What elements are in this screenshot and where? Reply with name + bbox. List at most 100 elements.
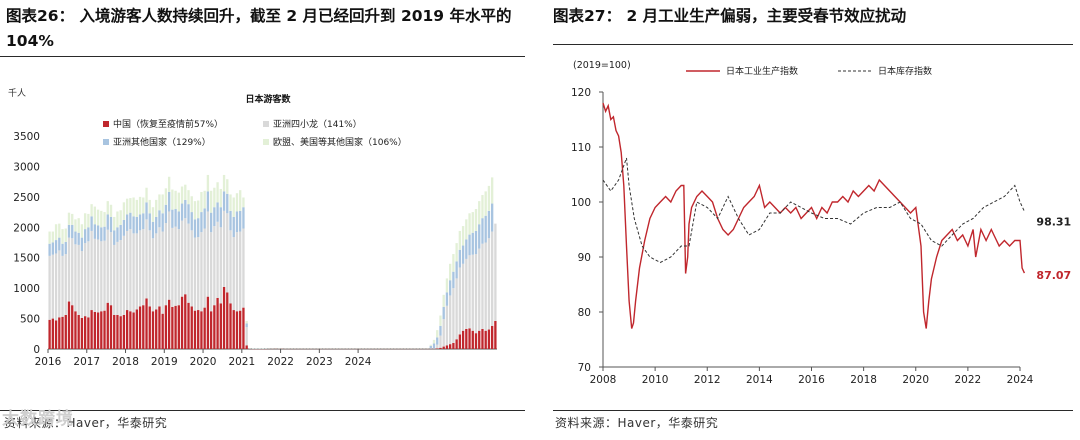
bar-segment xyxy=(119,210,122,225)
bar-segment xyxy=(80,317,84,349)
bar-segment xyxy=(71,238,74,306)
bar-segment xyxy=(138,196,142,215)
bar-segment xyxy=(96,312,100,349)
bar-segment xyxy=(232,197,235,217)
bar-segment xyxy=(174,305,177,349)
bar-segment xyxy=(206,296,210,349)
x-tick-label: 2022 xyxy=(267,356,294,368)
bar-segment xyxy=(213,187,216,208)
bar-segment xyxy=(116,241,119,315)
bar-segment xyxy=(449,295,452,345)
bar-segment xyxy=(245,327,248,346)
bar-segment xyxy=(64,314,67,349)
bar-segment xyxy=(242,228,245,308)
bar-segment xyxy=(242,207,245,229)
bar-segment xyxy=(145,219,148,299)
legend-label: 中国（恢复至疫情前57%） xyxy=(113,118,223,130)
bar-segment xyxy=(197,218,200,238)
bar-segment xyxy=(113,216,116,231)
bar-segment xyxy=(64,241,67,255)
x-tick-label: 2018 xyxy=(112,356,139,368)
right-bottom-rule xyxy=(553,410,1073,411)
bar-segment xyxy=(452,254,455,272)
end-value-label: 98.31 xyxy=(1036,215,1071,228)
index-label: (2019=100) xyxy=(573,60,631,71)
bar-segment xyxy=(474,333,478,349)
bar-segment xyxy=(171,189,174,210)
bar-segment xyxy=(487,238,491,330)
bar-segment xyxy=(461,245,465,264)
right-chart-title: 图表27： 2 月工业生产偏弱，主要受春节效应扰动 xyxy=(553,7,907,25)
left-chart-title: 图表26： 入境游客人数持续回升，截至 2 月已经回升到 2019 年水平的 1… xyxy=(6,4,526,54)
legend-swatch xyxy=(263,139,269,145)
x-tick-label: 2023 xyxy=(306,356,333,368)
bar-segment xyxy=(468,234,471,256)
bar-segment xyxy=(239,190,242,211)
bar-segment xyxy=(190,196,193,213)
bar-segment xyxy=(487,210,491,239)
x-tick-label: 2014 xyxy=(746,374,773,386)
bar-segment xyxy=(180,296,184,349)
x-tick-label: 2020 xyxy=(902,374,929,386)
bar-segment xyxy=(90,230,93,311)
bar-segment xyxy=(90,216,93,231)
bar-segment xyxy=(100,227,103,242)
bar-segment xyxy=(439,347,442,349)
bar-segment xyxy=(226,179,229,194)
x-tick-label: 2021 xyxy=(228,356,255,368)
bar-segment xyxy=(187,223,190,303)
bar-segment xyxy=(484,330,487,349)
left-bar-chart: 千人 日本游客数 0 500 1000 1500 2000 2500 3000 3500 2016 2… xyxy=(8,88,497,368)
bar-segment xyxy=(206,174,210,192)
bar-segment xyxy=(471,212,474,233)
bar-segment xyxy=(103,240,106,311)
bar-segment xyxy=(116,314,119,349)
bar-segment xyxy=(494,321,497,349)
x-tick-label: 2016 xyxy=(798,374,825,386)
bar-segment xyxy=(125,310,129,349)
bar-segment xyxy=(96,239,100,313)
bar-segment xyxy=(54,253,58,321)
right-panel: 图表27： 2 月工业生产偏弱，主要受春节效应扰动 (2019=100) 70 80… xyxy=(553,0,1080,440)
bar-segment xyxy=(429,344,432,346)
legend-swatch xyxy=(103,139,109,145)
bar-segment xyxy=(77,218,80,233)
bar-segment xyxy=(484,215,487,243)
bar-segment xyxy=(119,316,122,349)
bar-segment xyxy=(122,202,126,220)
bar-segment xyxy=(478,224,481,249)
bar-segment xyxy=(232,237,235,311)
bar-segment xyxy=(200,212,203,233)
bar-segment xyxy=(465,328,468,349)
bar-segment xyxy=(474,230,478,255)
bar-segment xyxy=(151,238,155,312)
bar-segment xyxy=(67,237,71,302)
bar-segment xyxy=(216,297,219,349)
bar-segment xyxy=(206,191,210,212)
bar-segment xyxy=(442,319,445,347)
right-source: 资料来源：Haver，华泰研究 xyxy=(555,416,719,430)
bar-segment xyxy=(142,213,145,230)
bar-segment xyxy=(125,230,129,311)
bar-segment xyxy=(478,330,481,349)
bar-segment xyxy=(455,243,458,262)
bar-segment xyxy=(242,307,245,349)
bar-segment xyxy=(164,188,168,205)
bar-segment xyxy=(245,321,248,324)
bar-segment xyxy=(71,224,74,239)
bar-segment xyxy=(481,195,484,219)
bar-segment xyxy=(235,311,239,349)
bar-segment xyxy=(61,316,64,349)
y-unit-label: 千人 xyxy=(8,88,26,99)
bar-segment xyxy=(135,309,138,349)
bar-segment xyxy=(187,302,190,349)
bar-segment xyxy=(458,334,462,349)
bar-segment xyxy=(132,233,135,313)
bar-segment xyxy=(203,307,206,349)
bar-segment xyxy=(219,227,222,304)
bar-segment xyxy=(151,311,155,349)
bar-segment xyxy=(145,202,148,220)
x-tick-label: 2024 xyxy=(345,356,372,368)
y-tick-label: 2500 xyxy=(13,192,40,204)
bar-segment xyxy=(113,230,116,245)
